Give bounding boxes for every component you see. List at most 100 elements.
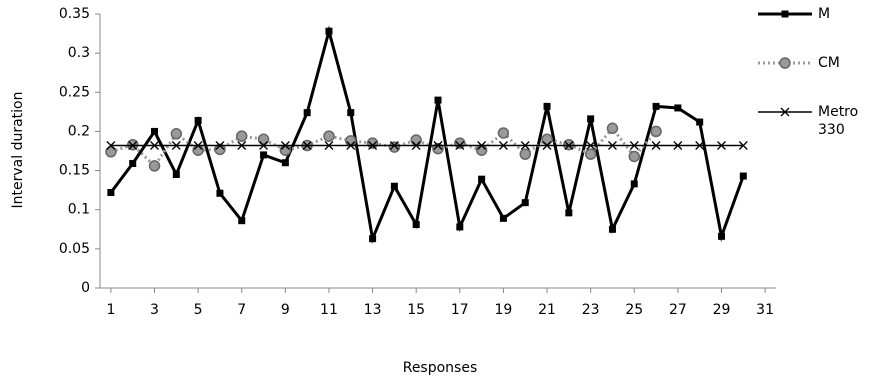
point bbox=[433, 141, 443, 150]
x-tick-label: 15 bbox=[407, 302, 425, 318]
point bbox=[499, 214, 507, 222]
point bbox=[215, 141, 225, 150]
x-tick-label: 29 bbox=[713, 302, 731, 318]
point bbox=[607, 141, 617, 150]
point bbox=[170, 128, 183, 140]
point bbox=[739, 172, 747, 180]
point bbox=[738, 141, 748, 150]
point bbox=[325, 27, 333, 35]
point bbox=[652, 102, 660, 110]
legend-label: CM bbox=[818, 55, 840, 71]
point bbox=[151, 127, 159, 135]
point bbox=[368, 141, 378, 150]
y-axis-label: Interval duration bbox=[10, 92, 26, 209]
x-tick-label: 21 bbox=[538, 302, 556, 318]
point bbox=[475, 144, 488, 156]
point bbox=[257, 133, 270, 146]
point bbox=[324, 141, 334, 150]
point bbox=[237, 141, 247, 150]
point bbox=[216, 189, 224, 197]
point bbox=[389, 141, 399, 150]
point bbox=[347, 109, 355, 117]
series-line bbox=[109, 25, 745, 245]
point bbox=[238, 217, 246, 225]
point bbox=[281, 159, 289, 167]
x-tick-label: 31 bbox=[756, 302, 774, 318]
point bbox=[542, 141, 552, 150]
point bbox=[695, 141, 705, 150]
point bbox=[411, 141, 421, 150]
point bbox=[192, 144, 204, 156]
y-tick-label: 0.2 bbox=[68, 123, 90, 139]
legend-marker bbox=[781, 10, 789, 18]
y-tick-label: 0.35 bbox=[59, 6, 90, 22]
point bbox=[673, 141, 683, 150]
x-tick-label: 13 bbox=[364, 302, 382, 318]
x-tick-label: 25 bbox=[625, 302, 643, 318]
point bbox=[630, 180, 638, 188]
legend-label: M bbox=[818, 6, 831, 22]
point bbox=[651, 141, 661, 150]
y-tick-label: 0.15 bbox=[59, 163, 90, 179]
point bbox=[478, 175, 486, 183]
point bbox=[128, 141, 138, 150]
point bbox=[323, 130, 335, 142]
point bbox=[106, 141, 116, 150]
point bbox=[366, 137, 379, 149]
point bbox=[259, 141, 269, 150]
x-tick-label: 3 bbox=[150, 302, 159, 318]
x-tick-label: 5 bbox=[194, 302, 203, 318]
legend-label: Metro 330 bbox=[818, 104, 859, 138]
point bbox=[303, 109, 311, 117]
point bbox=[150, 141, 159, 150]
point bbox=[107, 188, 115, 196]
x-tick-label: 1 bbox=[106, 302, 115, 318]
point bbox=[521, 199, 529, 207]
point bbox=[717, 232, 725, 240]
point bbox=[696, 118, 704, 126]
y-tick-label: 0.05 bbox=[59, 241, 90, 257]
point bbox=[302, 141, 312, 150]
point bbox=[587, 115, 595, 123]
point bbox=[148, 160, 161, 172]
point bbox=[390, 182, 398, 190]
x-tick-label: 17 bbox=[451, 302, 469, 318]
point bbox=[543, 102, 551, 110]
point bbox=[455, 141, 465, 150]
point bbox=[674, 104, 682, 112]
point bbox=[434, 96, 442, 104]
point bbox=[105, 146, 117, 158]
x-tick-label: 7 bbox=[237, 302, 246, 318]
y-tick-label: 0.3 bbox=[68, 45, 90, 61]
point bbox=[193, 141, 203, 150]
point bbox=[279, 144, 292, 156]
point bbox=[650, 125, 662, 138]
point bbox=[454, 137, 466, 149]
legend-marker bbox=[779, 57, 791, 69]
point bbox=[606, 122, 619, 135]
point bbox=[584, 148, 597, 160]
point bbox=[608, 225, 616, 233]
y-tick-label: 0.25 bbox=[59, 84, 90, 100]
point bbox=[129, 160, 137, 168]
x-tick-label: 19 bbox=[495, 302, 513, 318]
point bbox=[214, 143, 226, 156]
point bbox=[498, 141, 508, 150]
point bbox=[345, 135, 357, 147]
point bbox=[497, 127, 510, 139]
point bbox=[171, 141, 181, 150]
point bbox=[477, 141, 487, 150]
point bbox=[520, 141, 530, 150]
x-axis-label: Responses bbox=[403, 360, 478, 376]
y-tick-label: 0 bbox=[81, 280, 90, 296]
point bbox=[541, 133, 553, 146]
point bbox=[717, 141, 726, 150]
point bbox=[260, 151, 268, 159]
point bbox=[388, 141, 401, 153]
point bbox=[280, 141, 290, 150]
legend-marker bbox=[780, 107, 790, 117]
point bbox=[629, 141, 639, 150]
point bbox=[346, 141, 356, 150]
point bbox=[172, 170, 180, 178]
x-tick-label: 11 bbox=[320, 302, 338, 318]
